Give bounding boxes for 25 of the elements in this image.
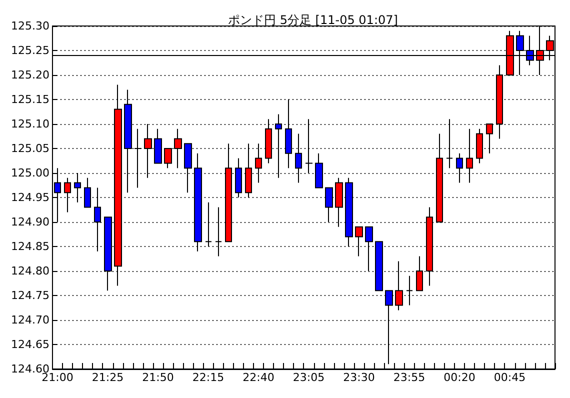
x-tick-label: 23:55: [393, 371, 426, 384]
y-tick-label: 125.30: [10, 20, 50, 32]
x-tick-label: 21:50: [142, 371, 174, 384]
x-tick-label: 21:00: [42, 371, 74, 384]
x-tick-label: 22:15: [192, 371, 224, 384]
y-tick-label: 124.90: [10, 216, 50, 228]
x-tick-label: 22:40: [242, 371, 274, 384]
y-tick-label: 125.20: [10, 68, 50, 82]
x-tick-label: 21:25: [92, 371, 124, 384]
y-tick-label: 125.15: [10, 93, 50, 106]
y-tick-label: 124.95: [10, 191, 50, 204]
y-tick-label: 124.75: [10, 289, 50, 302]
chart-title: ポンド円 5分足 [11-05 01:07]: [228, 13, 398, 27]
y-tick-label: 124.70: [10, 314, 50, 326]
y-tick-label: 125.05: [10, 142, 50, 155]
y-tick-label: 125.10: [10, 118, 50, 130]
y-tick-label: 124.65: [10, 338, 50, 351]
x-tick-label: 00:20: [444, 371, 476, 384]
y-tick-label: 125.00: [10, 166, 50, 180]
x-tick-label: 23:30: [343, 371, 375, 384]
y-tick-label: 124.85: [10, 240, 50, 253]
x-tick-label: 00:45: [494, 371, 526, 384]
x-tick-label: 23:05: [292, 371, 325, 384]
y-tick-label: 124.80: [10, 264, 50, 278]
y-tick-label: 125.25: [10, 44, 50, 57]
